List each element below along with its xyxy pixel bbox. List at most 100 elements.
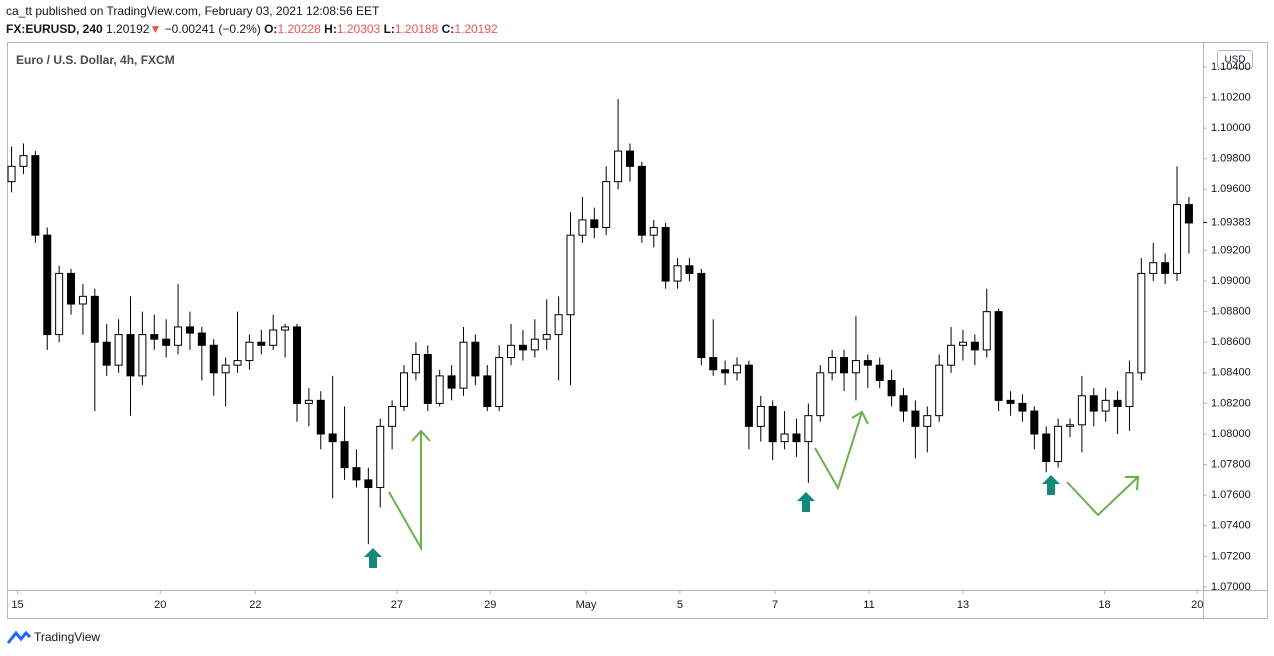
candle-body	[899, 395, 908, 412]
change-arrow: ▼	[149, 22, 161, 36]
candle-body	[780, 433, 789, 443]
x-tick-label: 15	[11, 599, 23, 611]
candle-body	[423, 353, 432, 404]
candle-body	[958, 341, 967, 346]
candle-body	[887, 379, 896, 397]
candle-body	[733, 364, 742, 374]
candle-body	[31, 155, 40, 236]
candle-body	[994, 311, 1003, 401]
candle-body	[982, 311, 991, 351]
y-tick-label: 1.07200	[1211, 550, 1251, 562]
x-tick-label: 18	[1098, 599, 1110, 611]
candle-body	[90, 295, 99, 343]
candle-body	[566, 234, 575, 316]
candle-body	[673, 265, 682, 282]
candle-body	[721, 369, 730, 374]
candle-body	[233, 360, 242, 366]
candle-body	[744, 364, 753, 427]
candle-body	[1184, 204, 1193, 224]
currency[interactable]: USD	[1224, 55, 1245, 66]
drawn-arrowhead	[1125, 476, 1140, 491]
brand-logo	[6, 630, 32, 644]
drawn-line	[814, 411, 863, 491]
candle-body	[459, 341, 468, 389]
candle-body	[114, 334, 123, 366]
candle-body	[328, 433, 337, 443]
y-tick-label: 1.08000	[1211, 428, 1251, 440]
x-tick-label: 13	[957, 599, 969, 611]
candle-body	[269, 329, 278, 346]
candle-body	[542, 334, 551, 340]
drawn-arrowhead	[411, 429, 431, 442]
price: 1.20192	[106, 22, 150, 36]
candle-body	[435, 375, 444, 404]
chart-title: Euro / U.S. Dollar, 4h, FXCM	[16, 53, 175, 67]
candle-body	[411, 353, 420, 374]
candle-body	[851, 360, 860, 374]
candle-body	[209, 344, 218, 374]
candle-body	[1042, 433, 1051, 463]
candle-body	[1077, 395, 1086, 426]
x-tick-label: 27	[391, 599, 403, 611]
brand-name: TradingView	[34, 630, 100, 644]
candle-body	[447, 375, 456, 389]
h: 1.20303	[337, 22, 381, 36]
candle-body	[1101, 399, 1110, 412]
x-tick-label: May	[576, 599, 597, 611]
x-tick-label: 29	[484, 599, 496, 611]
candle-body	[602, 181, 611, 229]
candle-body	[340, 441, 349, 469]
candle-body	[816, 372, 825, 417]
o-label: O:	[264, 22, 277, 36]
candle-body	[126, 334, 135, 377]
x-tick-label: 7	[772, 599, 778, 611]
candle-body	[364, 479, 373, 489]
x-tick-label: 20	[154, 599, 166, 611]
candle-body	[1065, 424, 1074, 427]
candle-body	[185, 326, 194, 334]
frame	[7, 42, 1268, 619]
l-label: L:	[384, 22, 395, 36]
up-arrow	[364, 548, 382, 568]
y-tick-label: 1.09200	[1211, 244, 1251, 256]
last-price-label: 1.09383	[1211, 216, 1251, 228]
candle-body	[768, 405, 777, 443]
candle-body	[756, 405, 765, 427]
candle-body	[1054, 425, 1063, 463]
signal-arrows	[364, 475, 1060, 568]
y-tick-label: 1.08800	[1211, 306, 1251, 318]
candle-body	[578, 219, 587, 236]
candle-body	[471, 341, 480, 377]
candle-body	[78, 295, 87, 305]
candle-body	[935, 364, 944, 417]
candle-body	[1006, 399, 1015, 404]
up-arrow	[797, 492, 815, 512]
x-tick-label: 11	[863, 599, 874, 611]
candle-body	[1125, 372, 1134, 407]
candle-body	[376, 425, 385, 489]
drawn-line	[388, 431, 422, 552]
candle-body	[1030, 410, 1039, 435]
symbol: FX:EURUSD, 240	[6, 22, 103, 36]
h-label: H:	[324, 22, 337, 36]
candle-body	[970, 341, 979, 351]
brand: TradingView	[6, 630, 100, 644]
candle-body	[245, 341, 254, 362]
candle-body	[388, 405, 397, 427]
candle-body	[947, 344, 956, 366]
candle-body	[221, 364, 230, 374]
y-tick-label: 1.10400	[1211, 61, 1251, 73]
drawn-arrowhead	[851, 410, 869, 425]
y-tick-label: 1.08200	[1211, 397, 1251, 409]
candle-body	[863, 360, 872, 366]
candle-body	[162, 338, 171, 346]
candle-body	[1173, 204, 1182, 274]
candle-body	[19, 155, 28, 167]
candle-body	[304, 399, 313, 404]
candle-body	[197, 332, 206, 346]
currency-button[interactable]	[1217, 50, 1253, 69]
y-tick-label: 1.08400	[1211, 367, 1251, 379]
candle-body	[590, 219, 599, 229]
